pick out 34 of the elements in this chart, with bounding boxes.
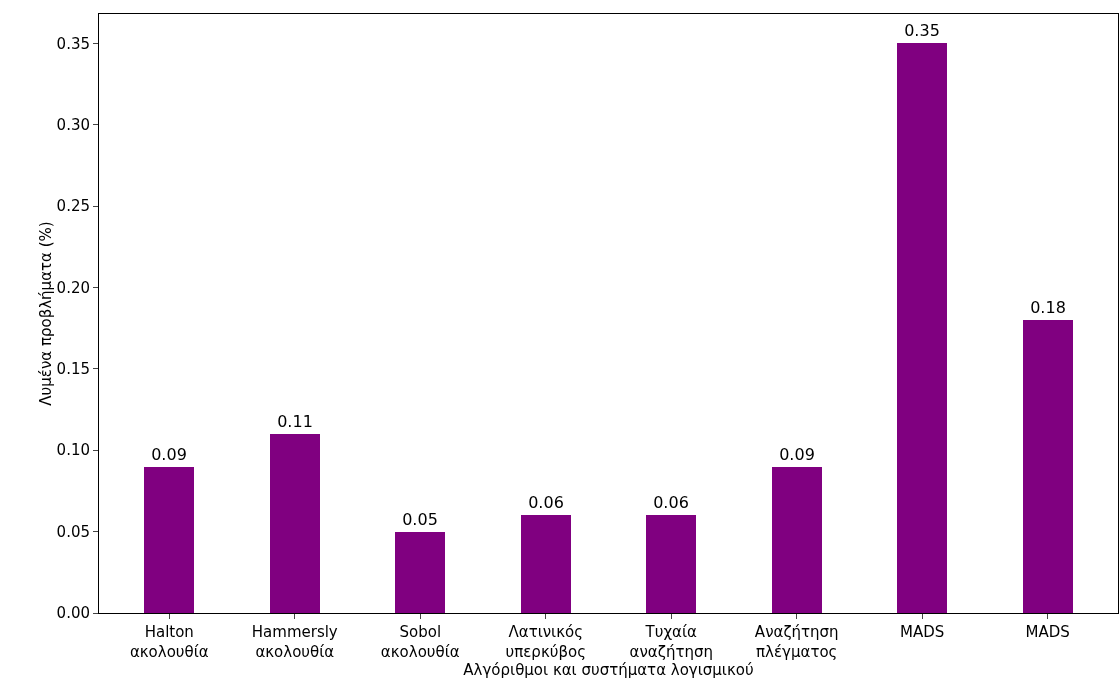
data-label: 0.06 [528,493,564,512]
bar [521,515,571,613]
bar [270,434,320,613]
data-label: 0.05 [402,510,438,529]
x-tick-label: Αναζήτηση πλέγματος [754,623,839,661]
y-tick-label: 0.20 [56,278,90,297]
x-tick-label: MADS [1025,623,1070,641]
x-tick-label: Sobol ακολουθία [380,623,460,661]
x-tick-label: MADS [900,623,945,641]
bar [395,532,445,613]
y-tick-label: 0.10 [56,441,90,460]
data-label: 0.09 [779,445,815,464]
bar [646,515,696,613]
y-tick-label: 0.05 [56,522,90,541]
y-tick-label: 0.25 [56,197,90,216]
y-tick-label: 0.15 [56,360,90,379]
y-tick-label: 0.00 [56,604,90,623]
bar [144,467,194,613]
data-label: 0.35 [904,21,940,40]
bar [1023,320,1073,613]
y-axis-title: Λυμένα προβλήματα (%) [36,221,55,406]
data-label: 0.09 [151,445,187,464]
x-tick-label: Halton ακολουθία [129,623,209,661]
x-tick-label: Hammersly ακολουθία [251,623,338,661]
y-tick-label: 0.35 [56,34,90,53]
bar [897,43,947,613]
y-tick-label: 0.30 [56,115,90,134]
data-label: 0.18 [1030,298,1066,317]
x-tick-label: Τυχαία αναζήτηση [629,623,713,661]
data-label: 0.11 [277,412,313,431]
x-axis-title: Αλγόριθμοι και συστήματα λογισμικού [463,660,754,679]
bar [772,467,822,613]
x-tick-label: Λατινικός υπερκύβος [505,623,586,661]
data-label: 0.06 [653,493,689,512]
